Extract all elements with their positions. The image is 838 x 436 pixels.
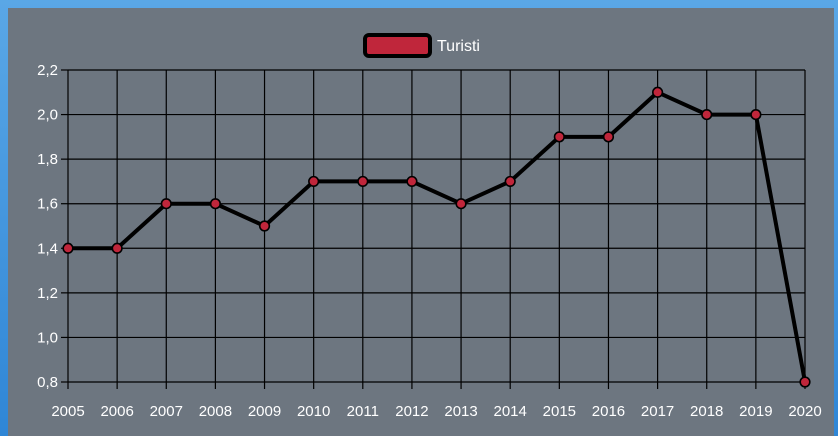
x-tick-label: 2016 — [592, 403, 625, 420]
y-tick-label: 2,0 — [37, 107, 58, 124]
x-tick-label: 2009 — [248, 403, 281, 420]
x-tick-label: 2019 — [739, 403, 772, 420]
data-point-2008 — [209, 198, 221, 210]
y-tick-label: 0,8 — [37, 374, 58, 391]
legend: Turisti — [363, 33, 480, 58]
y-tick-label: 2,2 — [37, 62, 58, 79]
x-tick-label: 2018 — [690, 403, 723, 420]
x-tick-label: 2011 — [347, 403, 379, 420]
y-tick-label: 1,8 — [37, 151, 58, 168]
y-tick-label: 1,6 — [37, 196, 58, 213]
data-point-2009 — [258, 220, 271, 232]
data-point-2020 — [799, 376, 811, 388]
x-tick-label: 2005 — [51, 403, 84, 420]
points-layer — [62, 86, 811, 388]
y-tick-label: 1,2 — [37, 285, 58, 302]
data-point-2016 — [602, 131, 615, 143]
x-tick-label: 2020 — [788, 403, 821, 420]
data-point-2010 — [308, 175, 320, 188]
x-tick-label: 2010 — [297, 403, 330, 420]
x-tick-label: 2012 — [395, 403, 428, 420]
data-point-2013 — [455, 198, 467, 210]
x-tick-label: 2014 — [494, 403, 527, 420]
axes — [61, 69, 806, 389]
x-tick-label: 2008 — [199, 403, 232, 420]
data-point-2014 — [504, 175, 516, 188]
x-tick-label: 2007 — [150, 403, 183, 420]
data-point-2019 — [750, 108, 762, 121]
data-point-2006 — [111, 242, 123, 254]
data-point-2011 — [357, 175, 369, 188]
data-point-2017 — [651, 86, 664, 98]
x-axis-labels: 2005 2006 2007 2008 2009 2010 2011 2012 2013 2014… — [51, 403, 821, 420]
y-tick-label: 1,4 — [37, 240, 58, 257]
data-point-2018 — [701, 108, 713, 121]
grid — [67, 69, 806, 383]
legend-label: Turisti — [437, 38, 480, 55]
data-point-2005 — [62, 242, 74, 254]
x-tick-label: 2015 — [543, 403, 576, 420]
series-layer — [66, 90, 807, 384]
x-tick-label: 2006 — [100, 403, 133, 420]
x-tick-label: 2013 — [444, 403, 477, 420]
y-tick-label: 1,0 — [37, 329, 58, 346]
data-point-2015 — [553, 131, 565, 143]
x-tick-label: 2017 — [641, 403, 674, 420]
y-axis-labels: 0,8 1,0 1,2 1,4 1,6 1,8 2,0 2,2 — [37, 62, 58, 391]
data-point-2012 — [406, 175, 418, 188]
series-line-turisti — [66, 90, 807, 384]
data-point-2007 — [160, 198, 172, 210]
legend-swatch — [363, 33, 432, 58]
